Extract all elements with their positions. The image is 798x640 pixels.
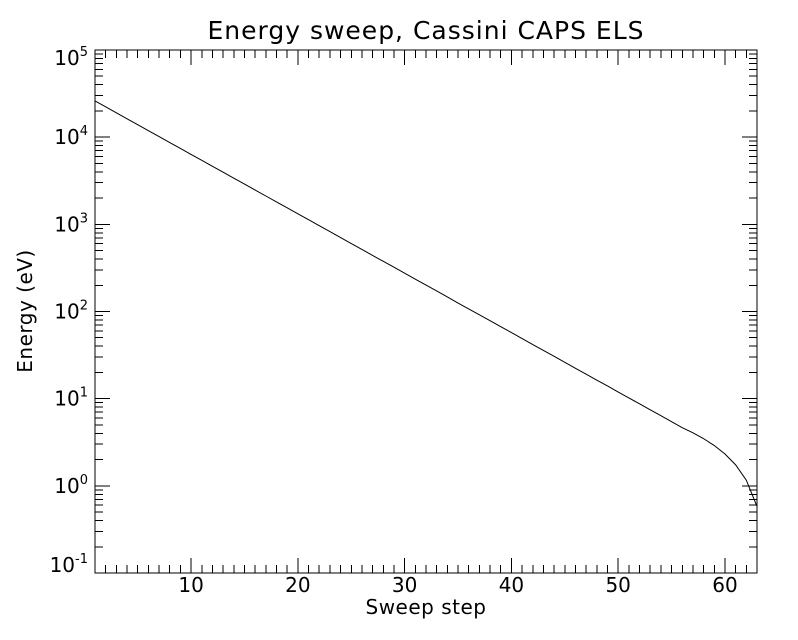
axis-ticks (95, 50, 757, 573)
y-tick-label: 103 (54, 211, 88, 236)
x-tick-label: 30 (392, 573, 417, 597)
energy-sweep-curve (94, 100, 758, 507)
x-tick-label: 60 (712, 573, 737, 597)
y-tick-label: 104 (54, 124, 88, 149)
x-tick-label: 40 (499, 573, 524, 597)
x-tick-label: 50 (605, 573, 630, 597)
y-tick-label: 105 (54, 45, 88, 70)
plot-box (94, 49, 758, 574)
x-tick-label: 10 (178, 573, 203, 597)
y-tick-label: 100 (54, 473, 88, 498)
y-tick-label: 101 (54, 386, 88, 411)
x-tick-label: 20 (285, 573, 310, 597)
axis-tick-labels: 10 20 30 40 50 60 10-1 100 101 102 103 104 105 (50, 45, 738, 597)
x-axis-label: Sweep step (366, 595, 487, 619)
plot-title: Energy sweep, Cassini CAPS ELS (207, 16, 644, 45)
y-tick-label: 102 (54, 299, 88, 324)
y-tick-label: 10-1 (50, 552, 88, 577)
y-axis-label: Energy (eV) (13, 249, 37, 372)
